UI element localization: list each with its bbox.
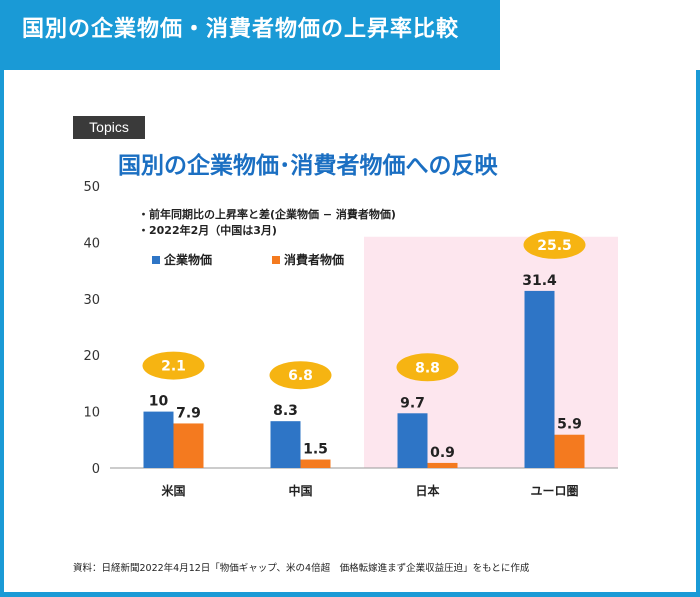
bar-corporate [397,413,428,468]
bar-corporate [143,411,174,468]
difference-oval [142,351,205,380]
bar-corporate [270,421,301,468]
difference-oval [269,361,332,390]
data-label: 0.9 [430,445,455,461]
y-tick-label: 50 [83,180,100,195]
bar-consumer [427,462,458,468]
topics-badge: Topics [73,116,145,139]
x-category-label: 中国 [288,483,312,498]
source-note: 資料：日経新聞2022年4月12日「物価ギャップ、米の4倍超 価格転嫁進まず企業… [73,563,530,574]
y-tick-label: 30 [83,293,100,308]
data-label: 10 [149,394,169,410]
legend-swatch [152,256,160,264]
data-label: 9.7 [400,395,425,411]
y-tick-label: 10 [83,406,100,421]
legend-label: 企業物価 [163,252,212,267]
header-white-tab [500,0,700,70]
x-category-label: 日本 [415,483,439,498]
difference-label: 25.5 [537,238,572,254]
data-label: 31.4 [522,273,557,289]
chart-note-2: ・2022年2月（中国は3月) [138,223,277,237]
chart-note-1: ・前年同期比の上昇率と差(企業物価 − 消費者物価) [138,207,396,221]
y-tick-label: 20 [83,349,100,364]
bar-consumer [554,434,585,468]
difference-oval [396,353,459,382]
bar-consumer [300,459,331,468]
data-label: 5.9 [557,417,582,433]
bar-corporate [524,290,555,468]
chart-title: 国別の企業物価･消費者物価への反映 [118,153,498,179]
bar-consumer [173,423,204,468]
difference-label: 2.1 [161,359,186,375]
legend-swatch [272,256,280,264]
difference-oval [523,230,586,259]
x-category-label: ユーロ圏 [530,484,578,498]
data-label: 7.9 [176,405,201,421]
legend-label: 消費者物価 [284,252,344,267]
difference-label: 6.8 [288,368,313,384]
y-tick-label: 0 [92,462,100,477]
x-category-label: 米国 [161,483,185,498]
difference-label: 8.8 [415,360,440,376]
y-tick-label: 40 [83,236,100,251]
header-title: 国別の企業物価・消費者物価の上昇率比較 [22,17,460,42]
data-label: 8.3 [273,403,298,419]
data-label: 1.5 [303,442,328,458]
